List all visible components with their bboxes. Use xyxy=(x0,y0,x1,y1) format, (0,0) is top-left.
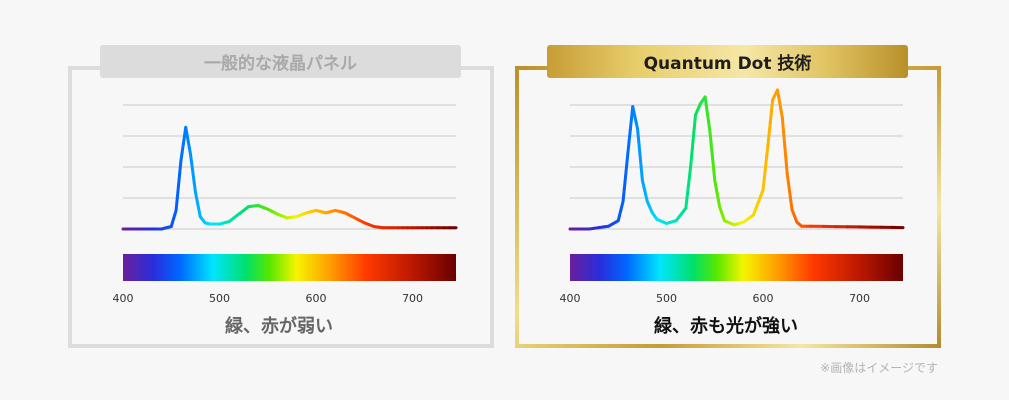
spectrum-curve-segment xyxy=(783,144,788,161)
chart-quantum-dot: 400 500 600 700 xyxy=(560,88,905,305)
x-tick-label: 400 xyxy=(560,292,581,305)
spectrum-curve-segment xyxy=(192,181,197,194)
spectrum-curve-segment xyxy=(638,153,643,169)
spectrum-curve-segment xyxy=(786,180,792,193)
caption-standard-lcd: 緑、赤が弱い xyxy=(225,316,333,337)
x-tick-label: 700 xyxy=(849,292,870,305)
caption-quantum-dot: 緑、赤も光が強い xyxy=(654,316,798,337)
title-quantum-dot: Quantum Dot 技術 xyxy=(547,45,908,78)
x-tick-label: 700 xyxy=(402,292,423,305)
spectrum-curve-segment xyxy=(762,166,767,181)
spectrum-curve-segment xyxy=(768,109,773,125)
spectrum-curve-segment xyxy=(686,175,691,189)
spectrum-curve-segment xyxy=(175,184,180,200)
spectrum-curve-segment xyxy=(710,154,716,170)
spectrum-curve-segment xyxy=(621,187,626,203)
title-standard-lcd: 一般的な液晶パネル xyxy=(100,45,461,78)
spectrum-curve-segment xyxy=(189,153,194,166)
spectrum-curve-segment xyxy=(766,132,771,148)
spectrum-curve-segment xyxy=(627,128,632,143)
spectrum-curve-segment xyxy=(177,171,182,188)
spectrum-curve-segment xyxy=(624,163,629,179)
spectrum-curve-segment xyxy=(782,130,787,148)
spectrum-curve-segment xyxy=(685,185,690,200)
spectrum-curve-segment xyxy=(626,139,631,155)
spectrum-curve-segment xyxy=(190,162,195,175)
panel-quantum-dot xyxy=(515,66,941,348)
spectrum-curve-segment xyxy=(687,164,693,179)
spectrum-curve-segment xyxy=(788,189,793,203)
spectrum-curve-segment xyxy=(708,130,713,146)
spectrum-curve-segment xyxy=(765,144,770,159)
spectrum-curve-segment xyxy=(767,121,772,136)
x-tick-label: 600 xyxy=(306,292,327,305)
spectrum-curve-segment xyxy=(684,196,689,210)
spectrum-curve-segment xyxy=(763,155,769,170)
spectrum-curve-segment xyxy=(191,171,196,184)
spectrum-curve-segment xyxy=(789,199,794,212)
spectrum-curve-segment xyxy=(178,159,183,175)
spectrum-curve-segment xyxy=(784,158,789,175)
spectrum-curve-segment xyxy=(709,142,714,158)
spectrum-curve-segment xyxy=(761,177,766,192)
spectrum-curve-segment xyxy=(637,140,642,157)
spectrum-curve-segment xyxy=(692,113,697,130)
x-tick-label: 500 xyxy=(209,292,230,305)
spectrum-curve-segment xyxy=(712,166,717,182)
spectrum-curve-segment xyxy=(174,196,179,212)
image-note: ※画像はイメージです xyxy=(820,361,938,375)
spectrum-curve-segment xyxy=(690,139,695,156)
spectrum-curve-segment xyxy=(628,116,634,132)
spectrum-curve-segment xyxy=(769,98,775,113)
spectrum-bar xyxy=(123,254,456,281)
spectrum-curve-segment xyxy=(785,171,790,184)
spectrum-curve-segment xyxy=(625,151,630,167)
spectrum-curve-segment xyxy=(689,152,694,168)
x-tick-label: 500 xyxy=(656,292,677,305)
spectrum-curve-segment xyxy=(636,127,641,144)
chart-standard-lcd: 400 500 600 700 xyxy=(113,104,458,305)
spectrum-curve-segment xyxy=(691,126,696,143)
x-tick-label: 600 xyxy=(753,292,774,305)
spectrum-curve-segment xyxy=(780,116,786,134)
spectrum-bar xyxy=(570,254,903,281)
spectrum-curve-segment xyxy=(639,165,644,182)
x-tick-label: 400 xyxy=(113,292,134,305)
spectrum-curve-segment xyxy=(622,175,627,191)
